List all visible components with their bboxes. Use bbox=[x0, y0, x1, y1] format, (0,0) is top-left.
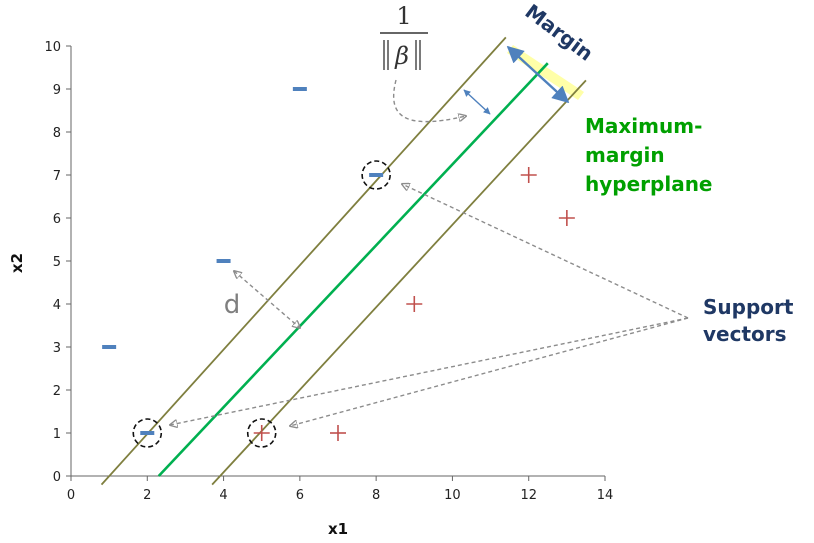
x-tick-label: 6 bbox=[296, 488, 304, 503]
positive-points bbox=[253, 167, 575, 441]
y-tick-label: 10 bbox=[44, 40, 61, 55]
support-vectors-label: Support vectors bbox=[703, 295, 794, 346]
positive-point bbox=[520, 167, 537, 183]
half-margin-arrow bbox=[463, 89, 491, 115]
positive-point bbox=[253, 425, 270, 441]
negative-point bbox=[369, 173, 384, 177]
support-vector-circle bbox=[361, 160, 391, 190]
negative-point bbox=[140, 431, 155, 435]
hyperplane-label-line2: margin bbox=[585, 143, 665, 167]
positive-point bbox=[406, 296, 423, 312]
support-vector-circle bbox=[246, 418, 277, 448]
maximum-margin-hyperplane-line bbox=[157, 62, 549, 477]
negative-point bbox=[102, 345, 117, 349]
hyperplane-label: Maximum- margin hyperplane bbox=[585, 114, 713, 196]
y-tick-label: 4 bbox=[53, 298, 61, 313]
positive-point bbox=[330, 425, 346, 441]
x-tick-label: 4 bbox=[219, 488, 227, 503]
margin-label: Margin bbox=[521, 0, 598, 66]
y-tick-label: 1 bbox=[53, 427, 61, 442]
formula-pointer-arrow bbox=[392, 79, 466, 123]
margin-width-arrow bbox=[506, 45, 570, 104]
x-tick-label: 2 bbox=[143, 488, 151, 503]
support-vector-circle bbox=[132, 418, 163, 448]
support-label-line1: Support bbox=[703, 295, 794, 319]
support-arrow-middle bbox=[290, 317, 689, 426]
y-tick-label: 8 bbox=[53, 126, 61, 141]
x-tick-label: 12 bbox=[520, 488, 537, 503]
negative-points bbox=[102, 87, 384, 435]
negative-point bbox=[216, 259, 231, 263]
annotation-arrows bbox=[170, 79, 689, 426]
formula-numerator: 1 bbox=[396, 2, 411, 30]
margin-line-lower bbox=[211, 79, 587, 486]
y-tick-label: 7 bbox=[53, 169, 61, 184]
y-ticks: 0 1 2 3 4 5 6 7 8 9 10 bbox=[44, 40, 71, 485]
x-tick-label: 10 bbox=[444, 488, 461, 503]
y-tick-label: 5 bbox=[53, 255, 61, 270]
support-label-line2: vectors bbox=[703, 322, 787, 346]
negative-point bbox=[292, 87, 307, 91]
positive-point bbox=[558, 210, 575, 226]
y-tick-label: 3 bbox=[53, 341, 61, 356]
x-tick-label: 8 bbox=[372, 488, 380, 503]
y-tick-label: 9 bbox=[53, 83, 61, 98]
margin-line-upper bbox=[100, 36, 507, 486]
x-axis-label: x1 bbox=[328, 520, 348, 538]
y-tick-label: 2 bbox=[53, 384, 61, 399]
y-tick-label: 6 bbox=[53, 212, 61, 227]
x-tick-label: 14 bbox=[597, 488, 614, 503]
formula-denominator: β bbox=[394, 42, 409, 70]
x-tick-label: 0 bbox=[67, 488, 75, 503]
y-axis-label: x2 bbox=[8, 253, 26, 273]
support-vector-circles bbox=[132, 160, 391, 448]
y-tick-label: 0 bbox=[53, 470, 61, 485]
hyperplane-label-line1: Maximum- bbox=[585, 114, 702, 138]
support-arrow-left bbox=[170, 317, 689, 425]
x-ticks: 0 2 4 6 8 10 12 14 bbox=[67, 476, 613, 503]
distance-arrow bbox=[234, 271, 300, 328]
hyperplane-label-line3: hyperplane bbox=[585, 172, 713, 196]
margin-formula: 1 β bbox=[380, 2, 428, 70]
distance-label: d bbox=[224, 290, 241, 320]
support-arrow-top bbox=[402, 184, 689, 319]
